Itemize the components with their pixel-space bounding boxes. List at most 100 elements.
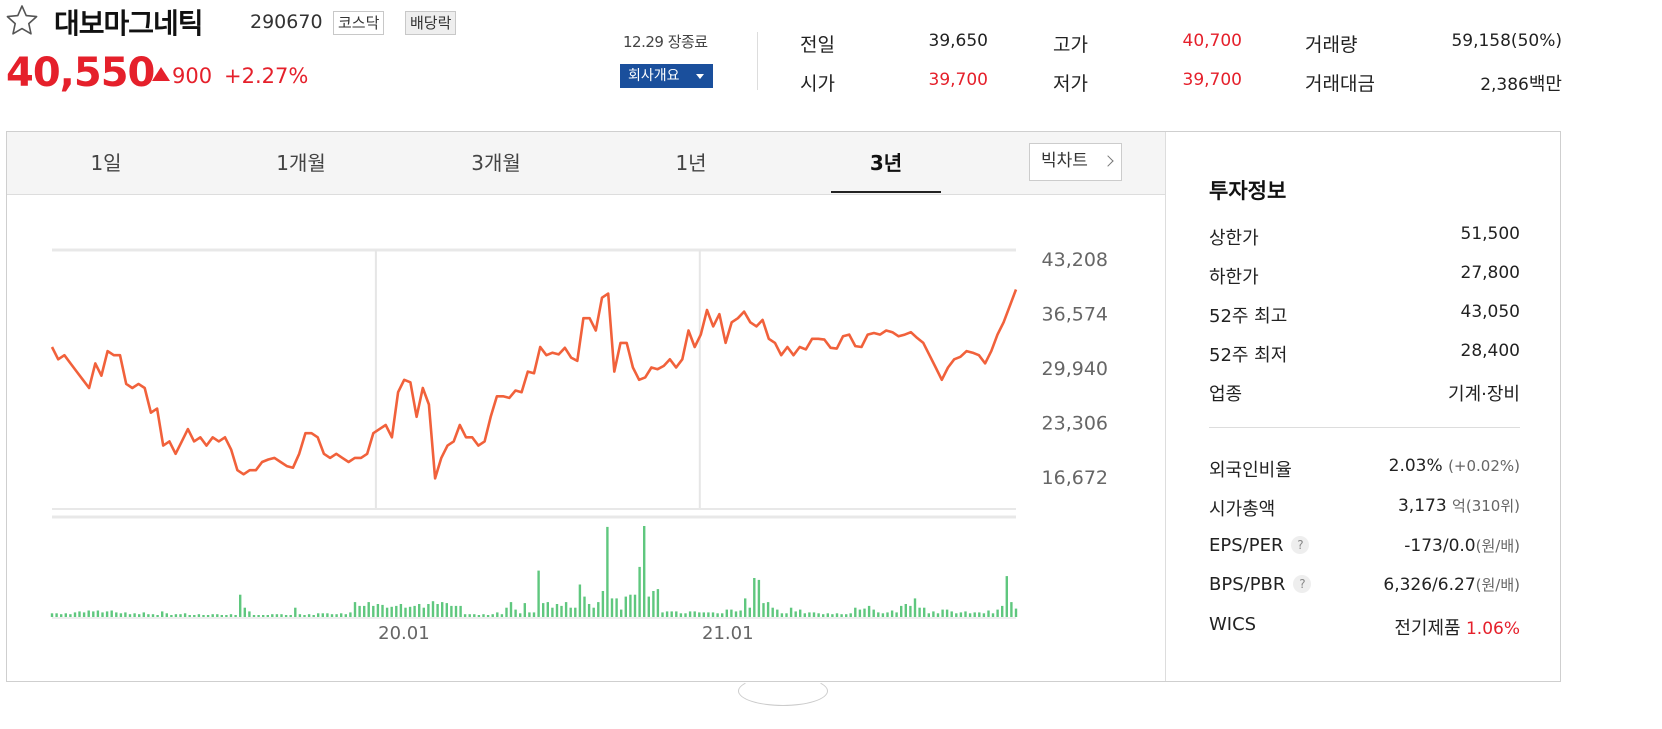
low52-label: 52주 최저 <box>1209 345 1288 366</box>
volume-bar <box>486 615 490 617</box>
volume-bar <box>840 614 843 617</box>
volume-bar <box>321 613 324 617</box>
volume-bar <box>725 609 728 617</box>
tab-1month[interactable]: 1개월 <box>276 151 326 175</box>
volume-bar <box>138 614 141 617</box>
low-label: 저가 <box>1053 73 1088 95</box>
volume-bar <box>597 602 600 617</box>
info-divider <box>1209 427 1520 428</box>
volume-bar <box>179 614 182 617</box>
volume-bar <box>496 612 499 617</box>
volume-bar <box>454 605 458 617</box>
favorite-star-icon[interactable] <box>6 4 38 36</box>
volume-bar <box>349 612 352 617</box>
volume-bar <box>624 596 627 617</box>
volume-bar <box>592 607 595 617</box>
tab-3month[interactable]: 3개월 <box>471 151 521 175</box>
high-value: 40,700 <box>1182 31 1242 51</box>
open-value: 39,700 <box>928 70 988 90</box>
volume-bar <box>1001 605 1004 617</box>
volume-value: 59,158(50%) <box>1451 31 1562 51</box>
volume-bar <box>105 611 109 617</box>
volume-bar <box>124 612 127 617</box>
volume-bar <box>82 612 86 617</box>
help-icon[interactable]: ? <box>1293 575 1312 593</box>
volume-bar <box>656 589 660 617</box>
volume-bar <box>183 613 187 617</box>
market-badge: 코스닥 <box>333 11 385 35</box>
volume-bar <box>964 611 967 617</box>
volume-bar <box>491 614 494 617</box>
tab-3year[interactable]: 3년 <box>869 151 903 175</box>
volume-bar <box>257 615 260 617</box>
volume-bar <box>826 613 829 617</box>
volume-bar <box>799 609 802 617</box>
bigchart-button[interactable]: 빅차트 <box>1029 143 1122 181</box>
volume-bar <box>119 613 123 617</box>
volume-bar <box>601 591 605 617</box>
volume-bar <box>193 615 196 617</box>
caret-down-icon <box>696 74 704 79</box>
volume-bar <box>950 611 953 617</box>
volume-bar <box>822 614 825 617</box>
volume-bar <box>156 615 159 617</box>
bps-pbr-row: BPS/PBR? 6,326/6.27(원/배) <box>1209 574 1520 600</box>
market-cap-label: 시가총액 <box>1209 499 1276 520</box>
volume-bar <box>620 609 623 617</box>
volume-bar <box>284 615 288 617</box>
tab-1year[interactable]: 1년 <box>675 151 707 175</box>
volume-bar <box>555 604 559 617</box>
volume-bar <box>202 615 205 617</box>
volume-bar <box>436 604 439 617</box>
volume-bar <box>748 607 751 617</box>
volume-bar <box>459 605 462 617</box>
volume-bar <box>307 614 311 617</box>
volume-bar <box>652 591 655 617</box>
volume-bar <box>73 612 77 617</box>
volume-bar <box>982 613 986 617</box>
volume-bar <box>335 614 338 617</box>
volume-bar <box>376 604 380 617</box>
market-status: 12.29 장종료 <box>623 33 708 51</box>
volume-bar <box>863 608 866 617</box>
volume-bar <box>845 614 848 617</box>
high-label: 고가 <box>1053 34 1088 56</box>
volume-bar <box>890 610 894 617</box>
eps-per-label: EPS/PER <box>1209 535 1284 556</box>
volume-bar <box>936 613 940 617</box>
volume-bar <box>161 611 164 617</box>
volume-bar <box>133 613 136 617</box>
bps-pbr-label: BPS/PBR <box>1209 574 1286 595</box>
sector-value[interactable]: 기계·장비 <box>1448 384 1520 405</box>
volume-bar <box>239 594 242 617</box>
volume-bar <box>587 604 591 617</box>
volume-bar <box>711 612 715 617</box>
tab-1day[interactable]: 1일 <box>90 151 122 175</box>
volume-bar <box>973 612 976 617</box>
volume-bar <box>789 607 793 617</box>
company-overview-label: 회사개요 <box>628 68 680 84</box>
volume-bar <box>849 613 852 617</box>
amount-number: 2,386 <box>1480 75 1529 95</box>
company-overview-button[interactable]: 회사개요 <box>620 64 713 88</box>
volume-bar <box>225 615 228 617</box>
volume-bar <box>1014 608 1018 617</box>
help-icon[interactable]: ? <box>1291 536 1310 554</box>
volume-bar <box>50 613 54 617</box>
volume-bar <box>886 612 889 617</box>
wics-value[interactable]: 전기제품 <box>1394 618 1461 639</box>
collapse-handle[interactable] <box>738 676 828 706</box>
volume-bar <box>546 602 549 617</box>
volume-bar <box>551 607 554 617</box>
volume-bar <box>418 604 421 617</box>
volume-bar <box>817 613 820 617</box>
market-cap-row: 시가총액 3,173 억(310위) <box>1209 495 1520 521</box>
volume-bar <box>390 606 393 617</box>
volume-bar <box>408 606 412 617</box>
volume-bar <box>564 602 568 617</box>
stock-code: 290670 <box>250 11 323 33</box>
wics-label: WICS <box>1209 614 1257 635</box>
amount-unit: 백만 <box>1528 74 1562 95</box>
volume-bar <box>688 611 692 617</box>
